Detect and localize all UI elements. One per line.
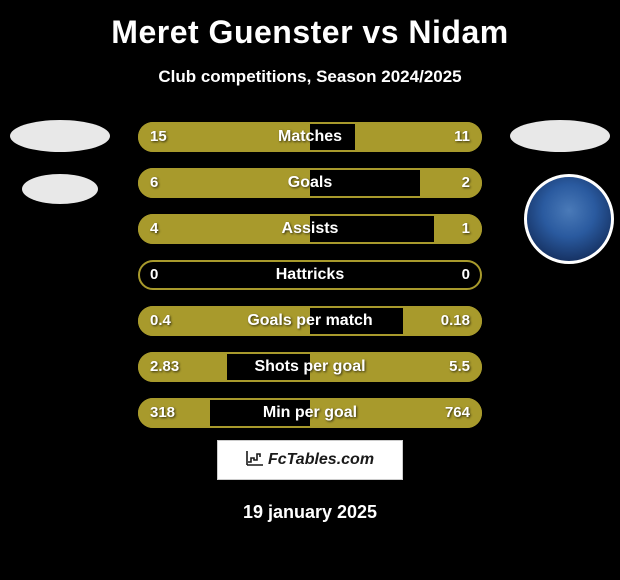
player1-badge-oval-top: [10, 120, 110, 152]
stats-container: 15 Matches 11 6 Goals 2 4 Assists 1 0 Ha…: [138, 122, 482, 444]
stat-row-goals-per-match: 0.4 Goals per match 0.18: [138, 306, 482, 336]
stat-row-hattricks: 0 Hattricks 0: [138, 260, 482, 290]
site-logo-text: FcTables.com: [268, 451, 374, 469]
stat-row-goals: 6 Goals 2: [138, 168, 482, 198]
player2-club-crest: [524, 174, 614, 264]
stat-label: Min per goal: [138, 398, 482, 428]
stat-label: Hattricks: [138, 260, 482, 290]
player2-badge-oval-top: [510, 120, 610, 152]
date-text: 19 january 2025: [0, 502, 620, 523]
chart-icon: [246, 450, 264, 471]
stat-value-right: 0: [462, 260, 470, 290]
site-logo: FcTables.com: [217, 440, 403, 480]
stat-value-right: 764: [445, 398, 470, 428]
stat-value-right: 1: [462, 214, 470, 244]
stat-row-matches: 15 Matches 11: [138, 122, 482, 152]
player1-badge-oval-bottom: [22, 174, 98, 204]
stat-label: Goals: [138, 168, 482, 198]
subtitle: Club competitions, Season 2024/2025: [0, 67, 620, 87]
stat-label: Goals per match: [138, 306, 482, 336]
stat-row-shots-per-goal: 2.83 Shots per goal 5.5: [138, 352, 482, 382]
page-title: Meret Guenster vs Nidam: [0, 0, 620, 51]
stat-value-right: 0.18: [441, 306, 470, 336]
stat-value-right: 5.5: [449, 352, 470, 382]
stat-label: Shots per goal: [138, 352, 482, 382]
stat-value-right: 11: [454, 122, 470, 152]
stat-row-assists: 4 Assists 1: [138, 214, 482, 244]
stat-label: Assists: [138, 214, 482, 244]
stat-label: Matches: [138, 122, 482, 152]
stat-value-right: 2: [462, 168, 470, 198]
stat-row-min-per-goal: 318 Min per goal 764: [138, 398, 482, 428]
